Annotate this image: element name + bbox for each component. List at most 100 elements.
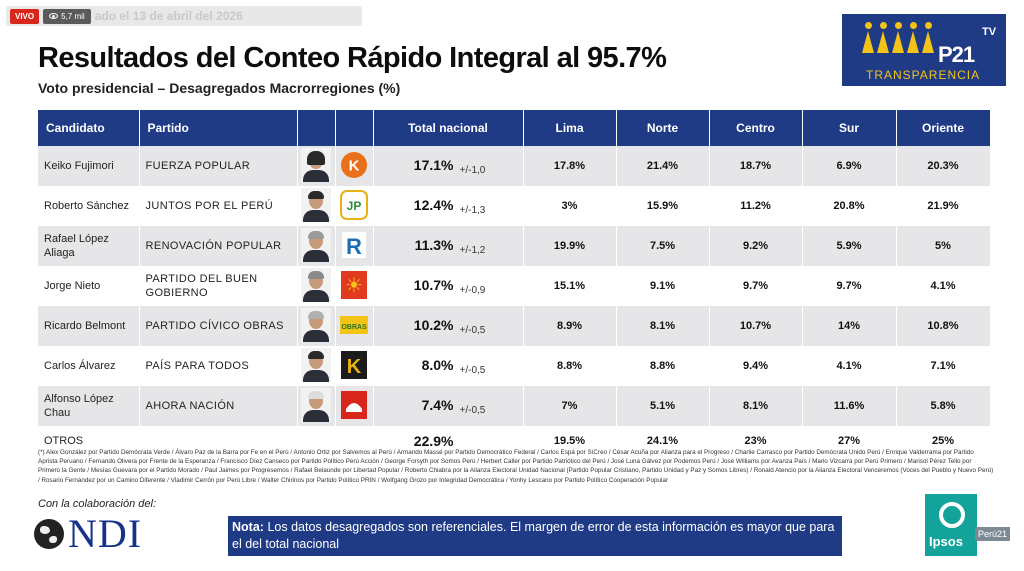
people-figures-icon — [862, 22, 934, 56]
margin-of-error: +/-1,2 — [459, 244, 486, 256]
candidate-name: Jorge Nieto — [38, 266, 140, 306]
margin-of-error: +/-1,3 — [459, 204, 486, 216]
empty-cell — [297, 426, 336, 456]
svg-text:☀: ☀ — [345, 273, 363, 297]
margin-of-error: +/-1,0 — [459, 164, 486, 176]
total-cell: 7.4% +/-0,5 — [373, 386, 524, 426]
oriente-value: 5% — [896, 226, 991, 266]
page-title: Resultados del Conteo Rápido Integral al… — [38, 42, 667, 74]
norte-value: 5.1% — [616, 386, 710, 426]
lima-value: 3% — [523, 186, 617, 226]
live-badge[interactable]: VIVO — [10, 8, 40, 24]
oriente-value: 5.8% — [896, 386, 991, 426]
lima-value: 8.8% — [523, 346, 617, 386]
party-logo-cell: K — [335, 146, 374, 186]
party-name: PAÍS PARA TODOS — [139, 346, 298, 386]
note-box: Nota: Los datos desagregados son referen… — [228, 516, 842, 556]
header-oriente: Oriente — [896, 110, 991, 146]
note-label: Nota: — [232, 520, 264, 534]
svg-text:OBRAS: OBRAS — [341, 324, 367, 331]
party-name: RENOVACIÓN POPULAR — [139, 226, 298, 266]
lima-value: 19.9% — [523, 226, 617, 266]
candidate-name: Carlos Álvarez — [38, 346, 140, 386]
sur-value: 27% — [802, 426, 897, 456]
candidate-name: Roberto Sánchez — [38, 186, 140, 226]
table-row: Rafael López Aliaga RENOVACIÓN POPULAR R… — [38, 226, 991, 266]
total-pct: 22.9% — [413, 433, 454, 449]
stream-date: ado el 13 de abril del 2026 — [94, 9, 243, 23]
candidate-photo — [297, 226, 336, 266]
candidate-name: Ricardo Belmont — [38, 306, 140, 346]
candidate-photo — [297, 346, 336, 386]
globe-icon — [34, 519, 64, 549]
total-cell: 11.3% +/-1,2 — [373, 226, 524, 266]
table-row: Jorge Nieto PARTIDO DEL BUEN GOBIERNO ☀ … — [38, 266, 991, 306]
sur-value: 5.9% — [802, 226, 897, 266]
table-row: Roberto Sánchez JUNTOS POR EL PERÚ JP 12… — [38, 186, 991, 226]
margin-of-error: +/-0,5 — [459, 324, 486, 336]
ahora-nacion-logo-icon — [341, 390, 367, 419]
sur-value: 14% — [802, 306, 897, 346]
party-logo-cell: R — [335, 226, 374, 266]
party-logo-cell — [335, 386, 374, 426]
header-total: Total nacional — [373, 110, 524, 146]
avatar — [301, 347, 331, 382]
lima-value: 17.8% — [523, 146, 617, 186]
centro-value: 9.7% — [709, 266, 803, 306]
centro-value: 9.4% — [709, 346, 803, 386]
p21-logo-text: P21 — [938, 42, 975, 67]
party-logo-cell: ☀ — [335, 266, 374, 306]
centro-value: 18.7% — [709, 146, 803, 186]
candidate-photo — [297, 186, 336, 226]
oriente-value: 4.1% — [896, 266, 991, 306]
centro-value: 10.7% — [709, 306, 803, 346]
avatar — [301, 147, 331, 182]
view-count-text: 5,7 mil — [61, 11, 85, 21]
ndi-logo-text: NDI — [68, 511, 143, 556]
results-table: Candidato Partido Total nacional Lima No… — [38, 110, 991, 456]
svg-text:JP: JP — [347, 199, 362, 213]
margin-of-error: +/-0,5 — [459, 364, 486, 376]
eye-icon — [49, 13, 59, 19]
norte-value: 8.8% — [616, 346, 710, 386]
lima-value: 15.1% — [523, 266, 617, 306]
p21-transparencia-logo: P21 TV TRANSPARENCIA — [842, 14, 1006, 86]
total-pct: 12.4% — [413, 196, 454, 213]
ipsos-ring-icon — [939, 502, 965, 528]
svg-text:K: K — [347, 356, 362, 378]
oriente-value: 10.8% — [896, 306, 991, 346]
transparencia-logo-text: TRANSPARENCIA — [866, 68, 981, 82]
pais-para-todos-logo-icon: K — [341, 350, 367, 379]
candidate-photo — [297, 146, 336, 186]
header-logo — [335, 110, 374, 146]
oriente-value: 21.9% — [896, 186, 991, 226]
sur-value: 6.9% — [802, 146, 897, 186]
total-cell: 10.7% +/-0,9 — [373, 266, 524, 306]
live-status-bar: VIVO 5,7 mil ado el 13 de abril del 2026 — [6, 6, 362, 26]
party-logo-cell: OBRAS — [335, 306, 374, 346]
obras-logo-icon: OBRAS — [340, 315, 368, 334]
collaboration-label: Con la colaboración del: — [38, 498, 157, 510]
sur-value: 20.8% — [802, 186, 897, 226]
ndi-logo: NDI — [34, 511, 143, 556]
lima-value: 19.5% — [523, 426, 617, 456]
svg-text:K: K — [349, 157, 360, 174]
total-cell: 8.0% +/-0,5 — [373, 346, 524, 386]
margin-of-error: +/-0,5 — [459, 404, 486, 416]
margin-of-error: +/-0,9 — [459, 284, 486, 296]
sur-value: 4.1% — [802, 346, 897, 386]
norte-value: 9.1% — [616, 266, 710, 306]
buen-gobierno-sun-logo-icon: ☀ — [341, 270, 367, 299]
norte-value: 24.1% — [616, 426, 710, 456]
candidate-name: Alfonso López Chau — [38, 386, 140, 426]
party-name: PARTIDO DEL BUEN GOBIERNO — [139, 266, 298, 306]
party-name: PARTIDO CÍVICO OBRAS — [139, 306, 298, 346]
footnote: (*) Alex González por Partido Demócrata … — [38, 449, 994, 484]
avatar — [301, 267, 331, 302]
sur-value: 11.6% — [802, 386, 897, 426]
avatar — [301, 307, 331, 342]
oriente-value: 20.3% — [896, 146, 991, 186]
empty-cell — [139, 426, 298, 456]
avatar — [301, 387, 331, 422]
total-cell: 10.2% +/-0,5 — [373, 306, 524, 346]
